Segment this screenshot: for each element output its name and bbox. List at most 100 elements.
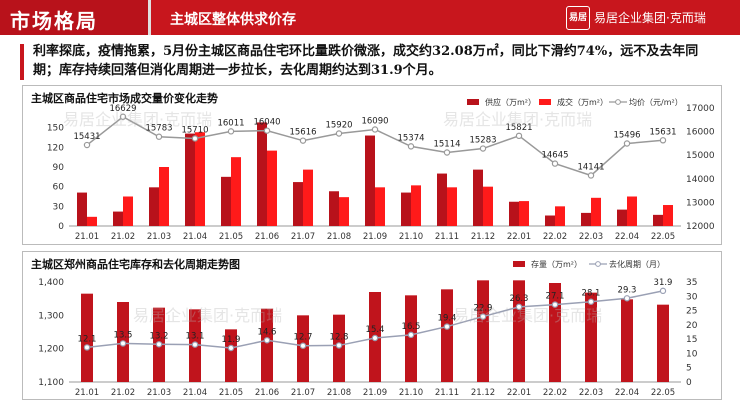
legend-label: 成交（万m²）: [557, 97, 608, 107]
line-point: [587, 298, 595, 305]
data-label: 14.6: [258, 327, 277, 337]
x-tick-label: 21.04: [183, 388, 207, 398]
x-tick-label: 21.03: [147, 232, 171, 242]
x-tick-label: 21.05: [219, 232, 243, 242]
bar-b: [447, 187, 457, 226]
y-left-tick-label: 120: [47, 143, 64, 153]
line-point: [587, 172, 595, 179]
data-label: 31.9: [654, 278, 673, 288]
bar-b: [627, 196, 637, 226]
summary-text: 利率探底，疫情拖累，5月份主城区商品住宅环比量跌价微涨，成交约32.08万㎡，同…: [33, 44, 699, 78]
bar-a: [617, 209, 627, 226]
bar-a: [329, 191, 339, 226]
x-tick-label: 22.05: [651, 232, 675, 242]
x-tick-label: 22.02: [543, 232, 567, 242]
x-tick-label: 21.08: [327, 232, 351, 242]
bar-a: [113, 211, 123, 226]
data-label: 15283: [469, 136, 496, 146]
y-right-tick-label: 12000: [686, 222, 715, 232]
x-tick-label: 21.12: [471, 232, 495, 242]
y-right-tick-label: 25: [686, 307, 697, 317]
data-label: 16040: [253, 118, 280, 128]
bar-b: [483, 186, 493, 226]
bar-a: [149, 187, 159, 226]
line-point: [407, 331, 415, 339]
data-label: 15631: [649, 127, 676, 137]
line-point: [191, 135, 199, 142]
x-tick-label: 21.07: [291, 388, 315, 398]
data-label: 27.1: [546, 292, 565, 302]
watermark: 易居企业集团·克而瑞: [63, 110, 213, 129]
x-tick-label: 21.03: [147, 388, 171, 398]
bar-b: [123, 196, 133, 226]
bar-a: [401, 192, 411, 226]
x-tick-label: 22.05: [651, 388, 675, 398]
line-point: [299, 342, 307, 349]
line-point: [83, 141, 91, 149]
chart-title: 主城区郑州商品住宅库存和去化周期走势图: [31, 258, 240, 271]
data-label: 15710: [181, 125, 208, 135]
y-left-tick-label: 60: [53, 183, 65, 193]
bar-a: [257, 122, 267, 226]
bar-a: [225, 329, 237, 382]
line-point: [83, 344, 91, 351]
x-tick-label: 22.01: [507, 232, 531, 242]
logo-text: 易居企业集团·克而瑞: [594, 11, 706, 25]
x-tick-label: 21.09: [363, 232, 387, 242]
data-label: 16629: [109, 104, 136, 114]
y-left-tick-label: 90: [53, 163, 65, 173]
y-right-tick-label: 20: [686, 321, 698, 331]
data-label: 14645: [541, 151, 568, 161]
x-tick-label: 22.03: [579, 232, 603, 242]
bar-a: [657, 304, 669, 382]
x-tick-label: 22.03: [579, 388, 603, 398]
y-right-tick-label: 17000: [686, 104, 715, 114]
line-point: [263, 337, 271, 344]
line-point: [623, 295, 631, 302]
x-tick-label: 21.01: [75, 232, 99, 242]
line-point: [407, 143, 415, 150]
data-label: 15431: [73, 132, 100, 142]
data-label: 12.7: [294, 333, 313, 343]
y-right-tick-label: 14000: [686, 175, 715, 185]
y-right-tick-label: 15: [686, 335, 697, 345]
page-title: 主城区整体供求价存: [170, 12, 296, 28]
y-right-tick-label: 15000: [686, 151, 715, 161]
x-tick-label: 21.05: [219, 388, 243, 398]
data-label: 12.8: [330, 332, 349, 342]
line-point: [479, 145, 487, 152]
line-point: [659, 137, 667, 144]
data-label: 26.3: [510, 294, 529, 304]
data-label: 15616: [289, 128, 316, 138]
data-label: 15496: [613, 130, 640, 140]
x-tick-label: 21.09: [363, 388, 387, 398]
bar-a: [473, 169, 483, 226]
bar-b: [87, 216, 97, 226]
x-tick-label: 22.04: [615, 232, 639, 242]
x-tick-label: 21.11: [435, 388, 459, 398]
bar-a: [221, 176, 231, 226]
y-left-tick-label: 30: [53, 202, 65, 212]
bar-a: [545, 215, 555, 226]
y-right-tick-label: 13000: [686, 198, 715, 208]
line-point: [263, 127, 271, 134]
bar-b: [555, 206, 565, 226]
data-label: 16011: [217, 118, 244, 128]
bar-a: [261, 308, 273, 382]
bar-a: [585, 292, 597, 382]
header-banner: 市场格局 主城区整体供求价存 易居 易居企业集团·克而瑞: [0, 0, 740, 35]
bar-a: [437, 173, 447, 226]
bar-a: [509, 201, 519, 226]
line-point: [335, 130, 343, 137]
line-point: [227, 128, 235, 135]
data-label: 15114: [433, 140, 460, 150]
bar-b: [519, 201, 529, 226]
line-point: [515, 303, 523, 311]
banner-divider: [148, 0, 151, 35]
data-label: 13.2: [150, 331, 169, 341]
x-tick-label: 22.01: [507, 388, 531, 398]
logo-mark-icon: 易居: [566, 6, 590, 30]
y-left-tick-label: 1,400: [38, 278, 64, 288]
bar-b: [159, 167, 169, 226]
bar-b: [591, 197, 601, 226]
